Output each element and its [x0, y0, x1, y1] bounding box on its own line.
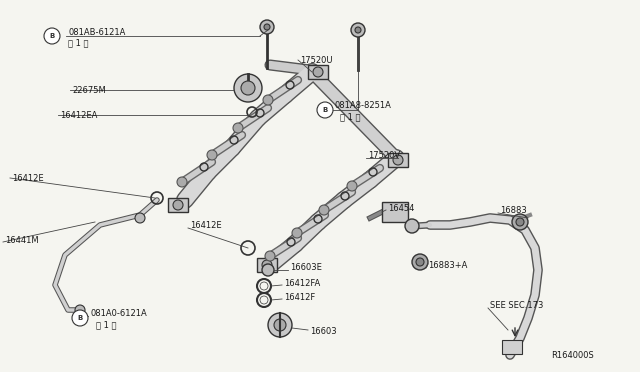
Circle shape [268, 313, 292, 337]
Circle shape [207, 150, 217, 160]
Circle shape [292, 228, 302, 238]
Circle shape [265, 251, 275, 261]
Circle shape [241, 81, 255, 95]
Circle shape [313, 67, 323, 77]
Text: 〈 1 〉: 〈 1 〉 [340, 112, 360, 122]
Circle shape [416, 258, 424, 266]
Circle shape [177, 177, 187, 187]
Circle shape [274, 319, 286, 331]
Text: 081AB-6121A: 081AB-6121A [68, 28, 125, 36]
Text: 〈 1 〉: 〈 1 〉 [68, 38, 88, 48]
Text: 16412FA: 16412FA [284, 279, 320, 289]
Text: 〈 1 〉: 〈 1 〉 [96, 321, 116, 330]
Text: 17520V: 17520V [368, 151, 400, 160]
Circle shape [233, 123, 243, 133]
Text: 16603: 16603 [310, 327, 337, 337]
Circle shape [260, 20, 274, 34]
Bar [168, 198, 188, 212]
Circle shape [264, 24, 270, 30]
Circle shape [135, 213, 145, 223]
Circle shape [234, 74, 262, 102]
Circle shape [262, 260, 272, 270]
Bar [382, 202, 408, 222]
Text: 16441M: 16441M [5, 235, 38, 244]
Circle shape [351, 23, 365, 37]
Circle shape [412, 254, 428, 270]
Bar [257, 258, 277, 272]
Circle shape [173, 200, 183, 210]
Text: 16603E: 16603E [290, 263, 322, 273]
Circle shape [75, 305, 85, 315]
Bar [502, 340, 522, 354]
Circle shape [393, 155, 403, 165]
Circle shape [516, 218, 524, 226]
Text: 22675M: 22675M [72, 86, 106, 94]
Text: 16412E: 16412E [12, 173, 44, 183]
Circle shape [72, 310, 88, 326]
Text: B: B [323, 107, 328, 113]
Circle shape [319, 205, 329, 215]
Text: B: B [49, 33, 54, 39]
Circle shape [263, 95, 273, 105]
Text: 16883: 16883 [500, 205, 527, 215]
Text: B: B [77, 315, 83, 321]
Text: 16883+A: 16883+A [428, 262, 467, 270]
Circle shape [512, 214, 528, 230]
Text: 16412F: 16412F [284, 294, 316, 302]
Circle shape [355, 27, 361, 33]
Text: 16454: 16454 [388, 203, 414, 212]
Text: SEE SEC.173: SEE SEC.173 [490, 301, 543, 310]
Text: R164000S: R164000S [551, 350, 594, 359]
Circle shape [405, 219, 419, 233]
Bar [308, 65, 328, 79]
Circle shape [262, 264, 274, 276]
Text: 17520U: 17520U [300, 55, 333, 64]
Text: 16412EA: 16412EA [60, 110, 97, 119]
Circle shape [44, 28, 60, 44]
Text: 081A0-6121A: 081A0-6121A [90, 310, 147, 318]
Text: 081A8-8251A: 081A8-8251A [335, 100, 392, 109]
Circle shape [317, 102, 333, 118]
Text: 16412E: 16412E [190, 221, 221, 230]
Circle shape [347, 181, 357, 191]
Bar [388, 153, 408, 167]
